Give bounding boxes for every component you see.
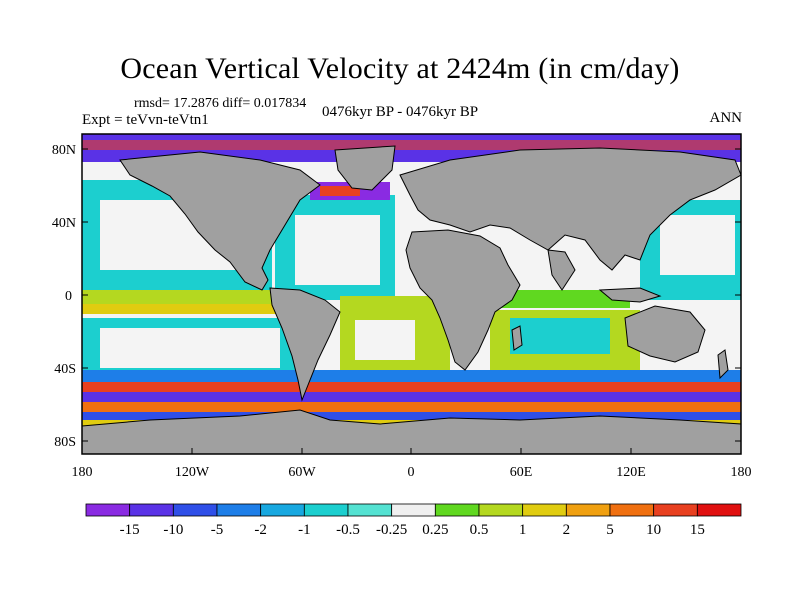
lat-label-0: 0 xyxy=(65,289,72,304)
colorbar-label: 0.5 xyxy=(470,522,489,538)
colorbar-swatch xyxy=(391,503,436,517)
colorbar-label: 15 xyxy=(690,522,705,538)
rmsd-diff-stats: rmsd= 17.2876 diff= 0.017834 xyxy=(134,96,307,111)
new-zealand xyxy=(717,349,729,380)
eurasia xyxy=(399,147,742,271)
lon-label-180w: 180 xyxy=(72,465,93,480)
lon-label-180e: 180 xyxy=(731,465,752,480)
colorbar-swatch xyxy=(260,503,305,517)
colorbar-swatch xyxy=(478,503,524,517)
colorbar-swatch xyxy=(216,503,262,517)
colorbar-label: 2 xyxy=(563,522,571,538)
lat-label-40n: 40N xyxy=(52,216,76,231)
colorbar: -15 -10 -5 -2 -1 -0.5 -0.25 0.25 0.5 1 2 5 10 15 xyxy=(85,503,742,538)
colorbar-label: -0.5 xyxy=(336,522,360,538)
colorbar-label: 0.25 xyxy=(422,522,448,538)
lat-label-80n: 80N xyxy=(52,143,76,158)
colorbar-label: -15 xyxy=(120,522,140,538)
colorbar-swatch xyxy=(85,503,131,517)
season-label: ANN xyxy=(709,110,743,126)
lon-label-120e: 120E xyxy=(616,465,646,480)
indonesia xyxy=(598,287,662,303)
colorbar-label: 5 xyxy=(606,522,614,538)
colorbar-label: -1 xyxy=(298,522,311,538)
longitude-axis xyxy=(81,448,742,454)
colorbar-swatch xyxy=(696,503,742,517)
africa xyxy=(405,229,521,371)
colorbar-swatch xyxy=(129,503,174,517)
colorbar-label: -10 xyxy=(163,522,183,538)
india xyxy=(547,249,576,291)
colorbar-swatch xyxy=(303,503,349,517)
australia xyxy=(624,305,706,363)
lon-label-120w: 120W xyxy=(175,465,210,480)
north-america xyxy=(119,151,321,291)
colorbar-label: -5 xyxy=(211,522,224,538)
lon-label-60e: 60E xyxy=(510,465,533,480)
lon-label-60w: 60W xyxy=(288,465,316,480)
colorbar-label: -0.25 xyxy=(376,522,407,538)
colorbar-swatch xyxy=(434,503,480,517)
colorbar-swatch xyxy=(565,503,611,517)
lat-label-80s: 80S xyxy=(54,435,76,450)
colorbar-swatch xyxy=(522,503,567,517)
map-title: Ocean Vertical Velocity at 2424m (in cm/… xyxy=(120,52,680,85)
lat-label-40s: 40S xyxy=(54,362,76,377)
madagascar xyxy=(511,325,523,351)
colorbar-swatch xyxy=(347,503,393,517)
colorbar-swatch xyxy=(609,503,655,517)
lon-label-0: 0 xyxy=(408,465,415,480)
latitude-axis xyxy=(82,148,741,442)
colorbar-label: 1 xyxy=(519,522,527,538)
experiment-label: Expt = teVvn-teVtn1 xyxy=(82,112,209,128)
greenland xyxy=(334,145,396,191)
south-america xyxy=(269,287,341,402)
colorbar-swatch xyxy=(653,503,698,517)
colorbar-swatch xyxy=(172,503,218,517)
colorbar-label: 10 xyxy=(646,522,661,538)
land-masses xyxy=(81,145,742,455)
period-label: 0476kyr BP - 0476kyr BP xyxy=(322,104,479,120)
colorbar-label: -2 xyxy=(254,522,267,538)
